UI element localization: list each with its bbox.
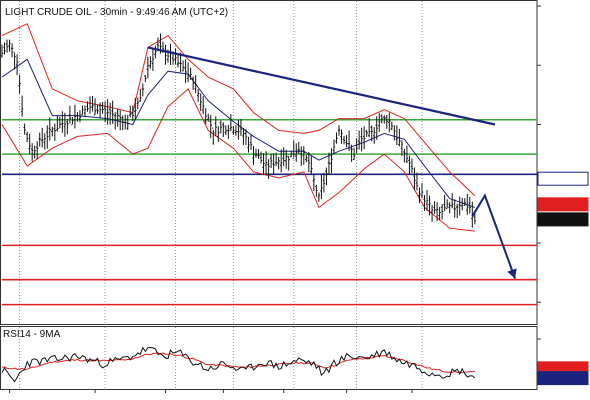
price-bars [0, 33, 477, 228]
main-panel-frame [0, 0, 538, 325]
forecast-arrow-line [471, 193, 517, 279]
forecast-arrow-head [507, 268, 517, 279]
price-tag-box [537, 197, 589, 212]
rsi-title: RSI14 - 9MA [3, 329, 61, 340]
rsi-ma-line [1, 352, 475, 374]
bollinger-lower-line [1, 88, 475, 232]
trendline [147, 46, 496, 126]
rsi-panel-frame [0, 326, 538, 390]
main-price-panel [0, 0, 589, 325]
rsi-panel [0, 326, 589, 393]
chart-title: LIGHT CRUDE OIL - 30min - 9:49:46 AM (UT… [5, 7, 228, 18]
bollinger-upper-line [1, 23, 476, 196]
rsi-price-tag-box [537, 371, 589, 386]
price-tag-box [537, 171, 589, 186]
rsi-line [1, 346, 476, 383]
price-tag-box [537, 212, 589, 227]
